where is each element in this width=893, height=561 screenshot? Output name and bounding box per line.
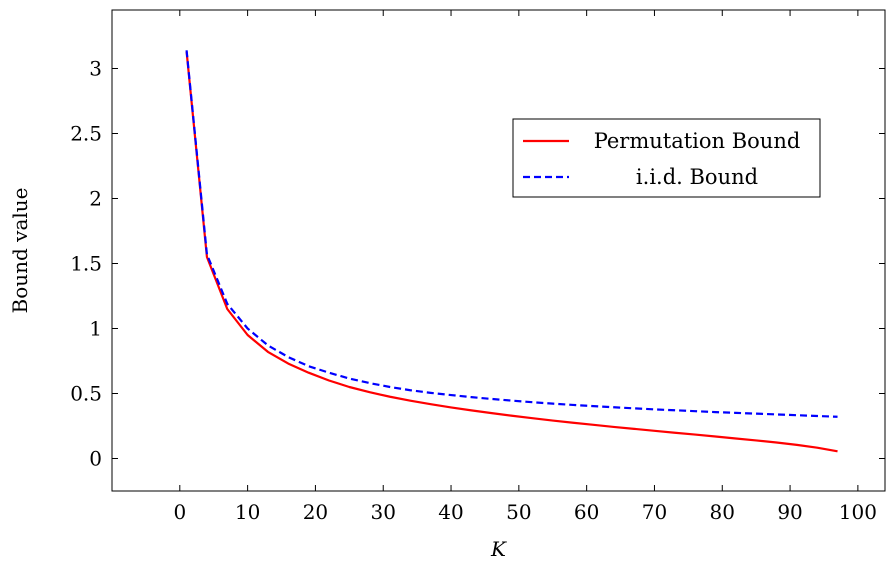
x-tick-label: 0 [173,500,186,524]
y-axis-label: Bound value [8,188,32,314]
axis-ticks [112,10,885,491]
plot-area-frame [111,9,886,492]
x-tick-label: 40 [438,500,463,524]
x-tick-label: 50 [506,500,531,524]
x-axis-label: K [490,537,507,561]
legend-box [512,118,821,198]
x-tick-label: 60 [574,500,599,524]
x-tick-label: 80 [710,500,735,524]
series-line-permutation-bound [185,51,838,453]
x-tick-label: 30 [371,500,396,524]
y-tick-label: 1 [89,317,102,341]
axis-tick-labels: 0 10 20 30 40 50 60 70 80 90 100 0 0.5 1 1.5 2 2.5 3 [70,57,877,525]
x-tick-label: 10 [235,500,260,524]
y-tick-label: 2.5 [70,122,102,146]
y-tick-label: 0 [89,447,102,471]
legend-label-permutation-bound: Permutation Bound [594,129,801,153]
plot-marks [185,50,838,453]
series-line-iid-bound [185,50,838,418]
x-tick-label: 20 [303,500,328,524]
y-tick-label: 3 [89,57,102,81]
x-tick-label: 70 [642,500,667,524]
x-tick-label: 100 [839,500,877,524]
y-tick-label: 1.5 [70,252,102,276]
y-tick-label: 2 [89,187,102,211]
legend-label-iid-bound: i.i.d. Bound [636,165,758,189]
y-tick-label: 0.5 [70,382,102,406]
x-tick-label: 90 [777,500,802,524]
legend: Permutation Bound i.i.d. Bound [512,118,821,198]
